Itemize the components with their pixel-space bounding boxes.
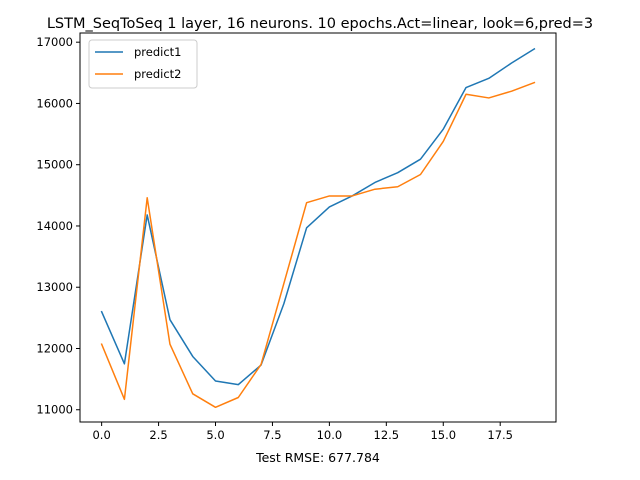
data-point-predict1	[511, 62, 513, 64]
data-point-predict1	[397, 172, 399, 174]
y-tick-label: 11000	[36, 403, 73, 417]
series-layer	[100, 47, 536, 409]
data-point-predict1	[442, 128, 444, 130]
x-tick-label: 0.0	[92, 428, 110, 442]
x-tick-label: 7.5	[263, 428, 281, 442]
data-point-predict2	[306, 202, 308, 204]
x-tick-label: 12.5	[374, 428, 400, 442]
data-point-predict1	[283, 303, 285, 305]
data-point-predict2	[511, 90, 513, 92]
data-point-predict1	[465, 87, 467, 89]
legend-label-predict1: predict1	[134, 45, 182, 59]
data-point-predict1	[420, 158, 422, 160]
data-point-predict2	[101, 343, 103, 345]
y-tick-label: 13000	[36, 280, 73, 294]
data-point-predict1	[488, 78, 490, 80]
legend-label-predict2: predict2	[134, 67, 182, 81]
y-axis: 11000 12000 13000 14000 15000 16000 17000	[36, 35, 80, 417]
x-tick-label: 10.0	[317, 428, 343, 442]
x-tick-label: 17.5	[487, 428, 513, 442]
plot-frame	[79, 32, 557, 423]
data-point-predict2	[442, 141, 444, 143]
y-tick-label: 16000	[36, 96, 73, 110]
data-point-predict2	[146, 197, 148, 199]
plot-area	[80, 33, 556, 422]
y-tick-label: 17000	[36, 35, 73, 49]
y-tick-label: 12000	[36, 341, 73, 355]
data-point-predict2	[488, 97, 490, 99]
data-point-predict2	[397, 186, 399, 188]
x-axis-label: Test RMSE: 677.784	[255, 450, 380, 465]
data-point-predict2	[124, 399, 126, 401]
y-tick-label: 14000	[36, 219, 73, 233]
x-tick-label: 5.0	[206, 428, 224, 442]
chart-title: LSTM_SeqToSeq 1 layer, 16 neurons. 10 ep…	[47, 16, 593, 32]
x-tick-label: 15.0	[430, 428, 456, 442]
data-point-predict2	[260, 364, 262, 366]
series-line-predict2	[100, 81, 536, 409]
data-point-predict1	[192, 356, 194, 358]
x-tick-label: 2.5	[149, 428, 167, 442]
data-point-predict1	[215, 380, 217, 382]
y-tick-label: 15000	[36, 158, 73, 172]
data-point-predict1	[534, 48, 536, 50]
data-point-predict2	[283, 283, 285, 285]
legend: predict1 predict2	[88, 39, 198, 89]
data-point-predict1	[329, 206, 331, 208]
data-point-predict1	[101, 311, 103, 313]
data-point-predict1	[146, 214, 148, 216]
data-point-predict2	[215, 406, 217, 408]
data-point-predict2	[169, 343, 171, 345]
data-point-predict2	[351, 195, 353, 197]
data-point-predict2	[192, 393, 194, 395]
data-point-predict2	[420, 174, 422, 176]
data-point-predict2	[329, 195, 331, 197]
data-point-predict2	[237, 397, 239, 399]
data-point-predict1	[124, 363, 126, 365]
data-point-predict2	[534, 82, 536, 84]
data-point-predict2	[374, 188, 376, 190]
x-axis: 0.0 2.5 5.0 7.5 10.0 12.5 15.0 17.5	[92, 422, 513, 442]
data-point-predict2	[465, 93, 467, 95]
series-line-predict1	[100, 47, 536, 386]
data-point-predict1	[169, 319, 171, 321]
data-point-predict1	[237, 384, 239, 386]
data-point-predict1	[374, 182, 376, 184]
data-point-predict1	[306, 227, 308, 229]
